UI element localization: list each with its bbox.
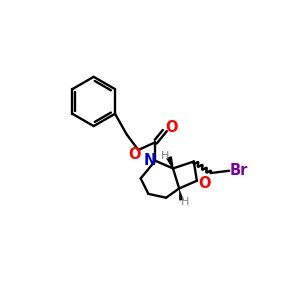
Text: O: O (128, 147, 141, 162)
Text: Br: Br (229, 163, 248, 178)
Text: O: O (165, 120, 178, 135)
Text: O: O (198, 176, 211, 190)
Text: N: N (144, 153, 156, 168)
Text: H: H (181, 197, 190, 207)
Polygon shape (167, 157, 173, 168)
Text: H: H (161, 151, 170, 161)
